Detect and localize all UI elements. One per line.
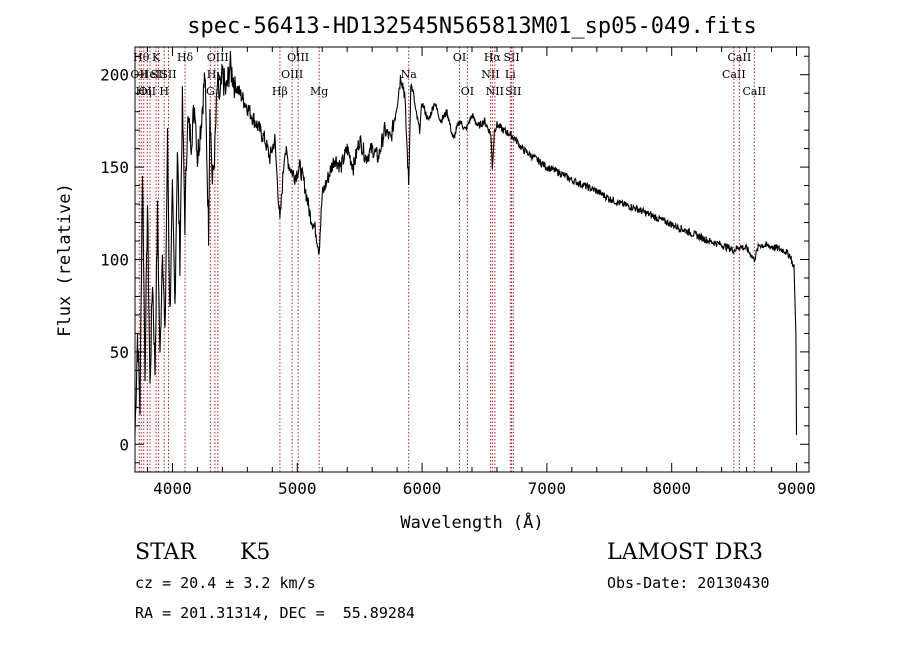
line-label: SII <box>150 68 166 81</box>
x-axis-ticks: 4000 5000 6000 7000 8000 9000 <box>146 47 816 498</box>
y-tick-label: 100 <box>100 251 129 270</box>
y-axis-label: Flux (relative) <box>55 183 75 337</box>
line-label: OI <box>461 85 474 98</box>
line-label: OIII <box>281 68 303 81</box>
x-tick-label: 8000 <box>652 479 691 498</box>
y-tick-label: 0 <box>119 435 129 454</box>
line-label: Na <box>401 68 418 81</box>
line-label: Hγ <box>207 68 224 81</box>
observation-date: Obs-Date: 20130430 <box>607 574 770 592</box>
line-label: SII <box>503 51 519 64</box>
chart-title: spec-56413-HD132545N565813M01_sp05-049.f… <box>187 14 757 39</box>
object-class: STAR <box>135 540 196 565</box>
line-label: Hδ <box>177 51 194 64</box>
line-label: H <box>159 85 169 98</box>
line-label: OII <box>138 85 156 98</box>
line-label: Hθ <box>133 51 150 64</box>
x-tick-label: 6000 <box>403 479 442 498</box>
line-label: Hβ <box>272 85 288 98</box>
y-axis-ticks: 0 50 100 150 200 <box>100 55 809 464</box>
line-label: G <box>206 85 215 98</box>
y-tick-label: 200 <box>100 66 129 85</box>
x-tick-label: 9000 <box>777 479 816 498</box>
line-label: NII <box>486 85 504 98</box>
line-label: CaII <box>722 68 746 81</box>
x-tick-label: 7000 <box>528 479 567 498</box>
spectral-line-markers: OIIHθHηOIIHeIKSIIHSIIHδGHγOIIIHβOIIIOIII… <box>130 47 766 472</box>
line-label: SII <box>505 85 521 98</box>
line-label: OIII <box>287 51 309 64</box>
x-tick-label: 4000 <box>153 479 192 498</box>
line-label: Mg <box>310 85 328 98</box>
line-label: CaII <box>742 85 766 98</box>
x-tick-label: 5000 <box>278 479 317 498</box>
spectrum-line <box>134 50 798 436</box>
line-label: K <box>152 51 161 64</box>
plot-frame <box>134 46 810 473</box>
line-label: NII <box>481 68 499 81</box>
coordinates-text: RA = 201.31314, DEC = 55.89284 <box>135 604 415 622</box>
line-label: OI <box>453 51 466 64</box>
line-label: SII <box>160 68 176 81</box>
redshift-text: cz = 20.4 ± 3.2 km/s <box>135 574 316 592</box>
line-label: CaII <box>728 51 752 64</box>
survey-name: LAMOST DR3 <box>607 540 763 565</box>
x-axis-label: Wavelength (Å) <box>400 511 543 533</box>
line-label: Hα <box>484 51 502 64</box>
y-tick-label: 50 <box>110 343 129 362</box>
line-label: OIII <box>207 51 229 64</box>
y-tick-label: 150 <box>100 158 129 177</box>
line-label: HeI <box>140 68 160 81</box>
line-label: Li <box>505 68 516 81</box>
object-subclass: K5 <box>240 540 271 565</box>
line-label: Hη <box>136 85 152 98</box>
